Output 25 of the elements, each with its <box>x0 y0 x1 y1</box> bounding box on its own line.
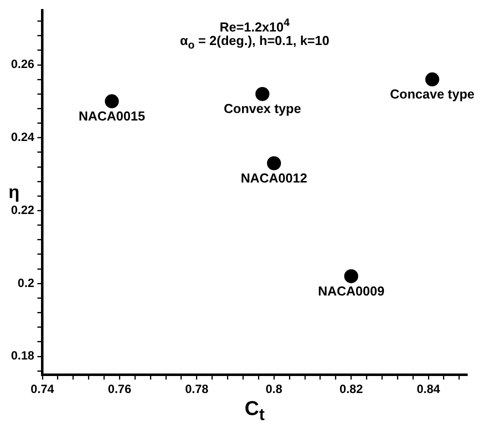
annotation: NACA0009 <box>318 283 384 298</box>
annotation: Convex type <box>224 101 302 116</box>
x-tick-label: 0.76 <box>108 382 132 396</box>
point <box>104 94 119 108</box>
x-tick-label: 0.8 <box>266 382 283 396</box>
text: α$_{o}$ = 2(deg.), h=0.1, k=10 <box>180 33 330 53</box>
y-tick-label: 0.24 <box>10 130 35 144</box>
annotation: NACA0012 <box>240 170 308 186</box>
annotation: NACA0015 <box>78 108 146 124</box>
point <box>255 87 270 102</box>
x-tick-label: 0.78 <box>185 382 209 396</box>
y-axis-title: η <box>8 182 20 202</box>
x-axis-title: C$_{t}$ <box>244 398 265 425</box>
point <box>266 156 281 170</box>
x-tick-label: 0.84 <box>416 382 440 396</box>
annotation: Concave type <box>390 86 475 102</box>
x-tick-label: 0.82 <box>340 382 364 396</box>
y-tick-label: 0.18 <box>10 348 35 363</box>
y-tick-label: 0.22 <box>10 202 35 217</box>
point <box>344 269 358 284</box>
text: Re=1.2x10$^{4}$ <box>220 16 290 35</box>
y-tick-label: 0.2 <box>18 276 35 290</box>
y-tick-label: 0.26 <box>10 57 35 72</box>
point <box>425 72 440 86</box>
x-tick-label: 0.74 <box>30 382 54 396</box>
